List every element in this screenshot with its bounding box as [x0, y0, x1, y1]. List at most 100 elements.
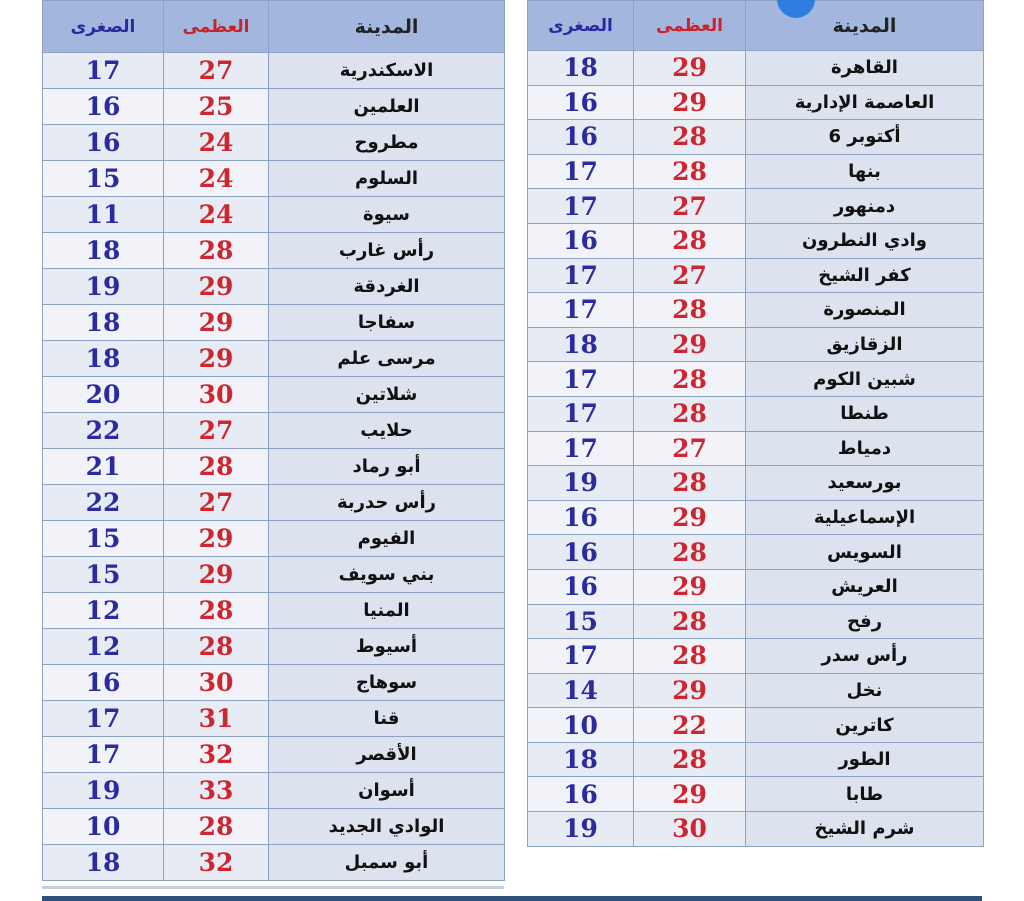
min-temp-cell: 10: [527, 707, 634, 743]
max-temp-cell: 30: [163, 376, 269, 413]
max-temp-cell: 29: [163, 304, 269, 341]
city-cell: بورسعيد: [745, 465, 984, 501]
city-cell: 6 أكتوبر: [745, 119, 984, 155]
table-row: 14 29 نخل: [527, 672, 984, 709]
max-temp-cell: 24: [163, 160, 269, 197]
city-cell: كفر الشيخ: [745, 257, 984, 294]
city-cell: شلاتين: [268, 376, 505, 413]
min-temp-cell: 22: [42, 412, 164, 449]
min-temp-cell: 17: [527, 638, 634, 674]
max-temp-cell: 27: [633, 430, 746, 467]
max-temp-cell: 29: [633, 84, 746, 121]
max-temp-cell: 29: [633, 776, 746, 813]
max-temp-cell: 30: [163, 664, 269, 701]
min-temp-cell: 17: [527, 395, 634, 432]
table-row: 15 28 رفح: [527, 603, 984, 640]
max-temp-cell: 32: [163, 736, 269, 773]
max-temp-cell: 28: [633, 395, 746, 432]
city-cell: الإسماعيلية: [745, 499, 984, 536]
city-cell: العاصمة الإدارية: [745, 84, 984, 121]
min-temp-cell: 18: [42, 340, 164, 377]
max-temp-cell: 29: [633, 672, 746, 709]
table-row: 17 31 قنا: [42, 700, 505, 737]
table-row: 16 24 مطروح: [42, 124, 505, 161]
city-cell: كاترين: [745, 707, 984, 743]
min-temp-cell: 22: [42, 484, 164, 521]
table-shadow: [42, 886, 504, 889]
min-temp-cell: 15: [42, 556, 164, 593]
max-temp-cell: 24: [163, 196, 269, 233]
table-row: 19 30 شرم الشيخ: [527, 811, 984, 847]
min-temp-cell: 18: [42, 232, 164, 269]
max-temp-cell: 27: [163, 52, 269, 89]
min-temp-cell: 19: [42, 772, 164, 809]
min-temp-cell: 16: [527, 499, 634, 536]
blue-dot-indicator: [777, 0, 815, 18]
min-temp-cell: 17: [527, 153, 634, 190]
city-cell: وادي النطرون: [745, 222, 984, 259]
bottom-bar: [42, 896, 982, 901]
min-temp-cell: 17: [42, 52, 164, 89]
min-temp-cell: 17: [527, 188, 634, 224]
table-row: 15 29 بني سويف: [42, 556, 505, 593]
min-temp-cell: 17: [527, 292, 634, 328]
city-cell: دمياط: [745, 430, 984, 467]
table-row: 16 28 وادي النطرون: [527, 222, 984, 259]
min-temp-cell: 19: [527, 811, 634, 847]
max-temp-cell: 27: [163, 484, 269, 521]
table-row: 18 28 الطور: [527, 741, 984, 778]
table-row: 12 28 المنيا: [42, 592, 505, 629]
city-cell: بنها: [745, 153, 984, 190]
city-cell: الوادي الجديد: [268, 808, 505, 845]
min-temp-cell: 16: [527, 84, 634, 121]
city-cell: رأس غارب: [268, 232, 505, 269]
table-row: 19 29 الغردقة: [42, 268, 505, 305]
min-temp-cell: 16: [42, 664, 164, 701]
table-row: 20 30 شلاتين: [42, 376, 505, 413]
city-cell: حلايب: [268, 412, 505, 449]
max-temp-cell: 28: [163, 808, 269, 845]
min-temp-cell: 19: [42, 268, 164, 305]
city-cell: الاسكندرية: [268, 52, 505, 89]
table-row: 17 28 المنصورة: [527, 292, 984, 328]
city-cell: الأقصر: [268, 736, 505, 773]
min-temp-cell: 16: [527, 222, 634, 259]
max-temp-cell: 24: [163, 124, 269, 161]
city-cell: قنا: [268, 700, 505, 737]
max-temp-cell: 31: [163, 700, 269, 737]
max-temp-cell: 28: [633, 153, 746, 190]
city-cell: السلوم: [268, 160, 505, 197]
min-temp-cell: 16: [527, 776, 634, 813]
table-row: 15 24 السلوم: [42, 160, 505, 197]
header-max: العظمى: [633, 0, 746, 51]
min-temp-cell: 18: [527, 326, 634, 363]
max-temp-cell: 28: [633, 638, 746, 674]
city-cell: نخل: [745, 672, 984, 709]
table-row: 22 27 رأس حدربة: [42, 484, 505, 521]
table-row: 18 29 سفاجا: [42, 304, 505, 341]
city-cell: شرم الشيخ: [745, 811, 984, 847]
max-temp-cell: 33: [163, 772, 269, 809]
table-row: 22 27 حلايب: [42, 412, 505, 449]
max-temp-cell: 29: [633, 326, 746, 363]
city-cell: طنطا: [745, 395, 984, 432]
max-temp-cell: 29: [163, 268, 269, 305]
city-cell: مرسى علم: [268, 340, 505, 377]
city-cell: سفاجا: [268, 304, 505, 341]
min-temp-cell: 15: [527, 603, 634, 640]
city-cell: أسوان: [268, 772, 505, 809]
min-temp-cell: 16: [527, 568, 634, 605]
header-min: الصغرى: [42, 0, 164, 53]
table-row: 17 28 طنطا: [527, 395, 984, 432]
min-temp-cell: 14: [527, 672, 634, 709]
table-row: 18 29 الزقازيق: [527, 326, 984, 363]
max-temp-cell: 29: [633, 50, 746, 86]
min-temp-cell: 18: [42, 304, 164, 341]
max-temp-cell: 28: [633, 603, 746, 640]
table-row: 16 30 سوهاج: [42, 664, 505, 701]
min-temp-cell: 12: [42, 628, 164, 665]
table-row: 21 28 أبو رماد: [42, 448, 505, 485]
min-temp-cell: 17: [527, 361, 634, 397]
city-cell: العلمين: [268, 88, 505, 125]
table-row: 17 28 رأس سدر: [527, 638, 984, 674]
